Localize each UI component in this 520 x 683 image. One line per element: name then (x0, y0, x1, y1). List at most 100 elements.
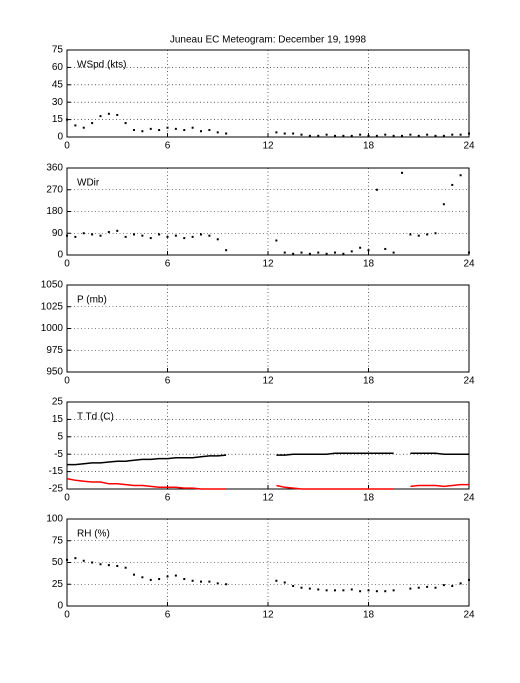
data-point (74, 557, 77, 560)
data-point (191, 235, 194, 238)
panel-label: P (mb) (77, 295, 107, 306)
data-point (392, 589, 395, 592)
data-point (174, 574, 177, 577)
data-point (149, 127, 152, 130)
data-point (342, 252, 345, 255)
data-point (200, 580, 202, 583)
data-point (409, 587, 412, 590)
data-point (392, 251, 395, 254)
data-point (99, 115, 102, 118)
data-point (392, 134, 395, 137)
data-point (325, 252, 328, 255)
y-tick-label: 0 (57, 601, 63, 612)
data-point (116, 113, 119, 116)
panel-label: RH (%) (77, 529, 110, 540)
data-point (74, 235, 77, 238)
data-point (133, 129, 135, 132)
x-tick-label: 0 (64, 493, 70, 504)
data-point (275, 131, 278, 134)
panel-label: WDir (77, 178, 100, 189)
data-point (174, 234, 177, 237)
data-point (325, 589, 328, 592)
x-tick-label: 18 (363, 493, 375, 504)
y-tick-label: 1000 (41, 323, 64, 334)
y-tick-label: 975 (46, 345, 63, 356)
x-tick-label: 18 (363, 141, 375, 152)
data-point (149, 237, 152, 240)
plot-frame (66, 284, 470, 373)
data-point (82, 126, 85, 129)
data-point (434, 134, 437, 137)
data-point (116, 229, 119, 232)
y-tick-label: 360 (46, 163, 63, 174)
data-point (384, 133, 387, 136)
data-point (74, 124, 77, 127)
x-tick-label: 6 (165, 610, 171, 621)
data-point (409, 133, 412, 136)
y-tick-label: 60 (52, 62, 64, 73)
data-point (334, 589, 336, 592)
data-point (308, 252, 311, 255)
data-point (317, 134, 320, 137)
x-tick-label: 6 (165, 376, 171, 387)
data-point (183, 578, 186, 581)
data-point (359, 133, 362, 136)
data-point (141, 234, 144, 237)
x-tick-label: 24 (463, 610, 475, 621)
data-point (350, 250, 353, 253)
y-tick-label: -15 (49, 466, 64, 477)
panel-label: WSpd (kts) (77, 60, 126, 71)
data-point (375, 188, 378, 191)
data-point (350, 134, 353, 137)
x-tick-label: 12 (262, 493, 274, 504)
plot-frame (66, 401, 470, 490)
x-tick-label: 0 (64, 376, 70, 387)
data-point (107, 112, 110, 115)
chart-title: Juneau EC Meteogram: December 19, 1998 (170, 35, 367, 46)
data-point (451, 183, 454, 186)
data-point (459, 174, 462, 177)
data-point (166, 126, 169, 129)
data-point (300, 586, 303, 589)
data-point (308, 587, 311, 590)
data-point (99, 563, 102, 566)
data-point (426, 133, 429, 136)
data-point (434, 232, 437, 235)
data-point (225, 583, 228, 586)
data-point (200, 130, 202, 133)
data-point (459, 582, 462, 585)
data-point (409, 233, 412, 236)
data-point (417, 134, 420, 137)
data-point (317, 588, 320, 591)
y-tick-label: 50 (52, 557, 64, 568)
y-tick-label: 5 (57, 431, 63, 442)
data-point (99, 234, 102, 237)
x-tick-label: 18 (363, 259, 375, 270)
data-point (191, 126, 194, 129)
x-tick-label: 12 (262, 376, 274, 387)
x-tick-label: 12 (262, 610, 274, 621)
y-tick-label: 0 (57, 132, 63, 143)
data-point (208, 234, 211, 237)
data-point (158, 129, 161, 132)
y-tick-label: 1050 (41, 280, 64, 291)
data-point (124, 122, 127, 125)
x-tick-label: 24 (463, 376, 475, 387)
data-point (367, 249, 370, 252)
data-point (158, 233, 161, 236)
plot-frame (66, 518, 470, 607)
y-tick-label: 75 (52, 45, 64, 56)
data-point (82, 232, 85, 235)
data-point (141, 576, 144, 579)
data-point (216, 131, 219, 134)
data-point (283, 132, 286, 135)
y-tick-label: 30 (52, 97, 64, 108)
data-point (216, 238, 219, 241)
data-point (401, 134, 403, 137)
data-point (459, 133, 462, 136)
x-tick-label: 6 (165, 259, 171, 270)
data-point (300, 251, 303, 254)
data-point (292, 584, 295, 587)
data-point (367, 589, 370, 592)
data-point (359, 590, 362, 593)
